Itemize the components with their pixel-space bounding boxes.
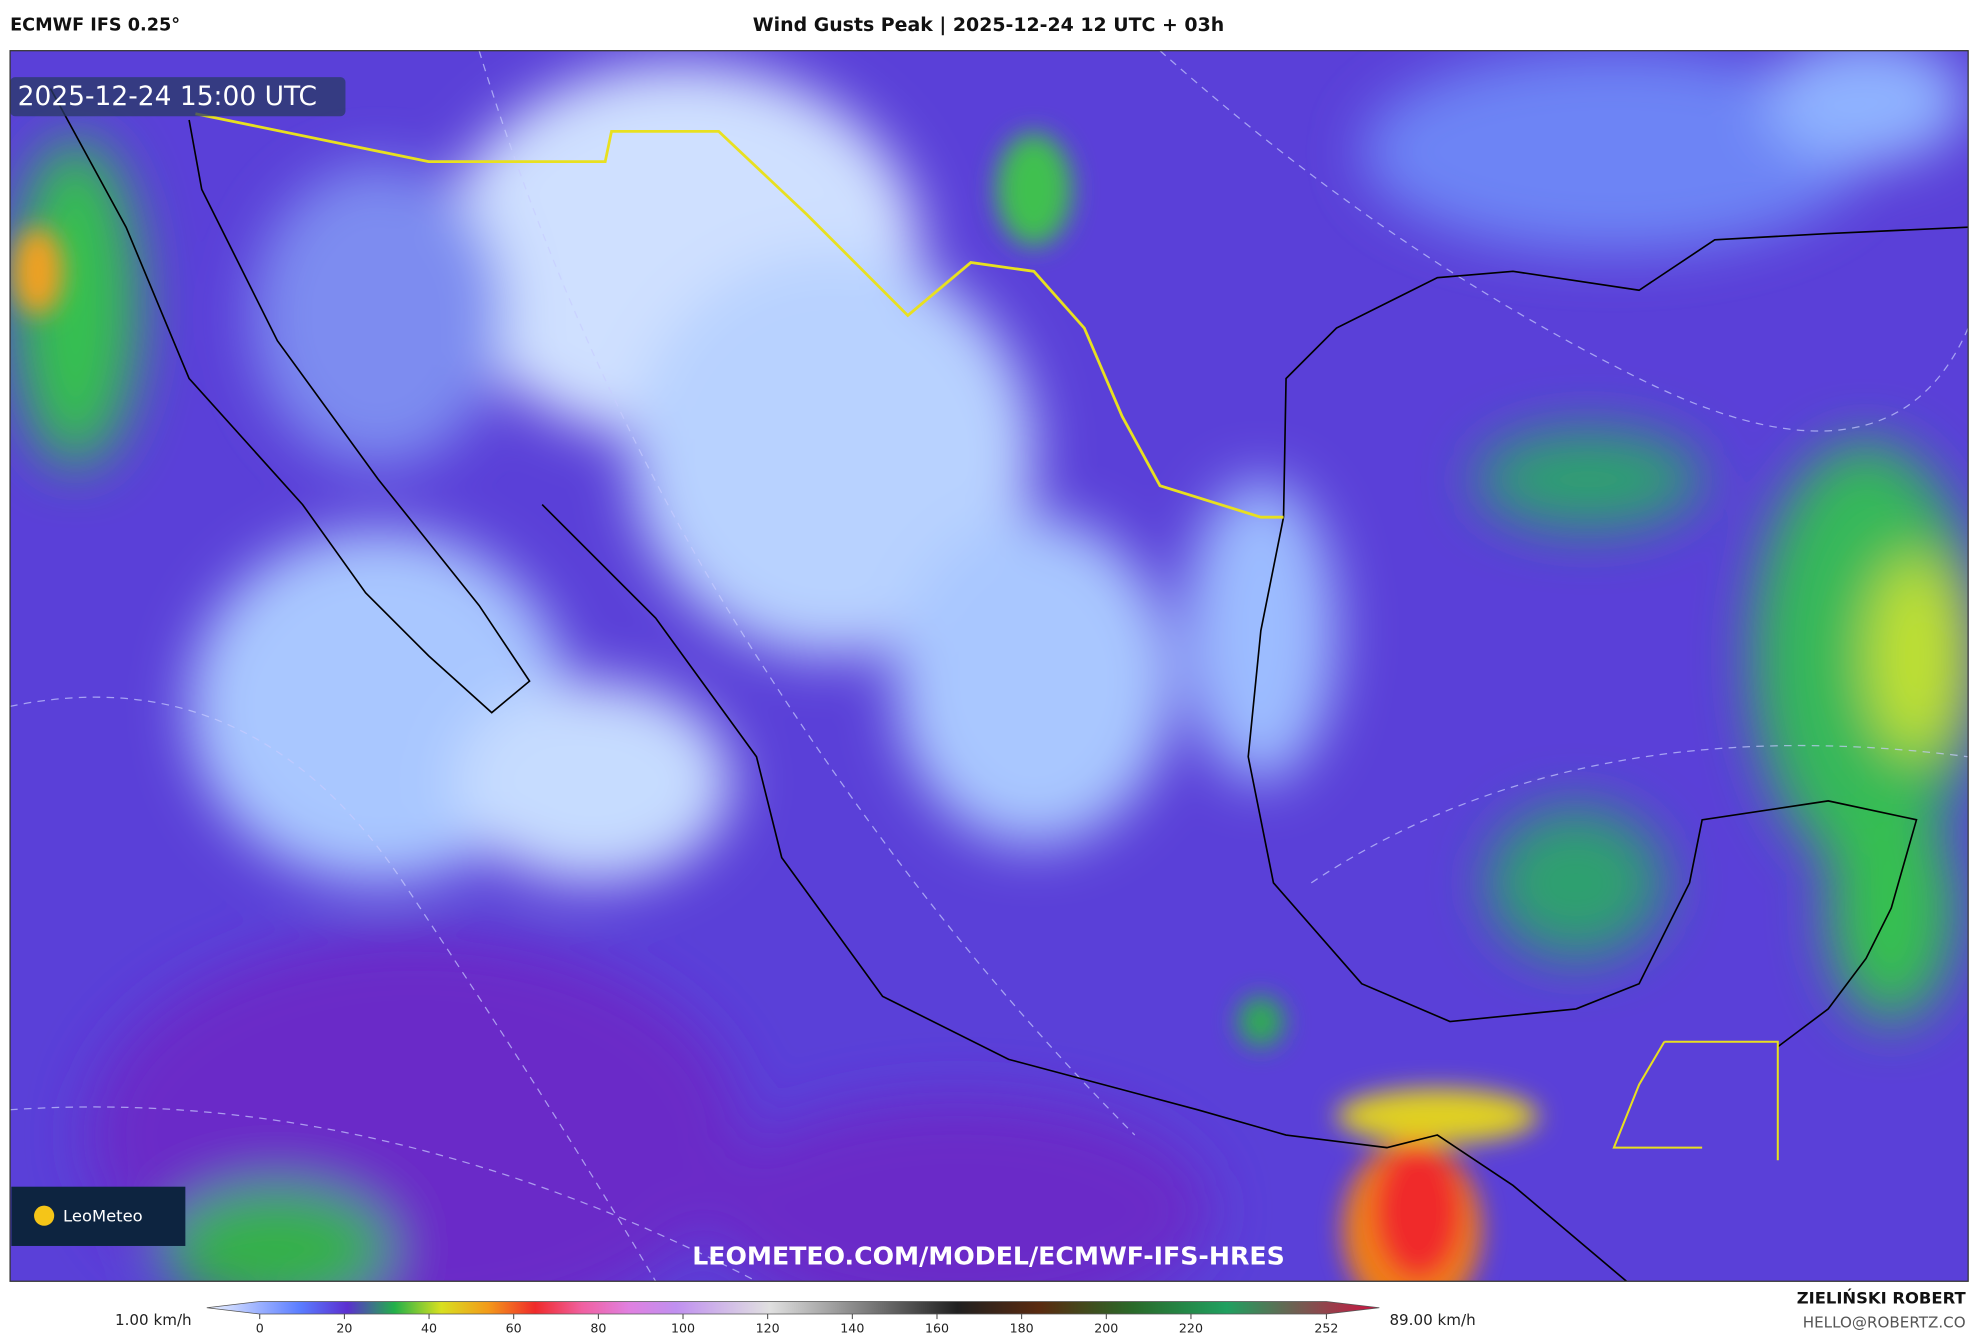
- colorbar-tick-label: 200: [1094, 1321, 1118, 1336]
- colorbar-tick-label: 160: [925, 1321, 949, 1336]
- url: LEOMETEO.COM/MODEL/ECMWF-IFS-HRES: [692, 1241, 1285, 1270]
- border: [195, 112, 1284, 519]
- wind-maxima: [12, 132, 1539, 1282]
- legend-min: 1.00 km/h: [115, 1311, 192, 1329]
- time-box: [10, 77, 346, 117]
- valid-time: 2025-12-24 15:00 UTC: [18, 81, 317, 112]
- colorbar-tick-label: 80: [590, 1321, 606, 1336]
- colorbar-tick-label: 20: [336, 1321, 352, 1336]
- colorbar-tick-label: 60: [506, 1321, 522, 1336]
- colorbar-tick-label: 252: [1314, 1321, 1338, 1336]
- author: ZIELIŃSKI ROBERT: [1797, 1288, 1967, 1307]
- colorbar: [206, 1301, 1380, 1315]
- wind-field: [12, 50, 1969, 1282]
- map-title: Wind Gusts Peak | 2025-12-24 12 UTC + 03…: [753, 14, 1224, 36]
- colorbar-tick-label: 120: [756, 1321, 780, 1336]
- logo-text: LeoMeteo: [63, 1206, 143, 1225]
- colorbar-tick-label: 140: [840, 1321, 864, 1336]
- colorbar-tick-label: 180: [1010, 1321, 1034, 1336]
- colorbar-tick-label: 0: [256, 1321, 264, 1336]
- legend-max: 89.00 km/h: [1389, 1311, 1475, 1329]
- email: HELLO@ROBERTZ.CO: [1803, 1313, 1966, 1331]
- coastlines: [49, 88, 1969, 1282]
- model-label: ECMWF IFS 0.25°: [10, 15, 180, 35]
- isobars: [10, 50, 1969, 1282]
- colorbar-tick-label: 100: [671, 1321, 695, 1336]
- map-frame: [9, 50, 1969, 1282]
- colorbar-ticks: 0 20 40 60 80 100 120 140 160 180 200 220 252: [256, 1314, 1338, 1336]
- map: 2025-12-24 15:00 UTC LeoMeteo LEOMETEO.C…: [10, 50, 1969, 1282]
- logo-sun: [34, 1205, 55, 1226]
- colorbar-tick-label: 220: [1179, 1321, 1203, 1336]
- border: [1612, 1040, 1779, 1161]
- colorbar-tick-label: 40: [421, 1321, 437, 1336]
